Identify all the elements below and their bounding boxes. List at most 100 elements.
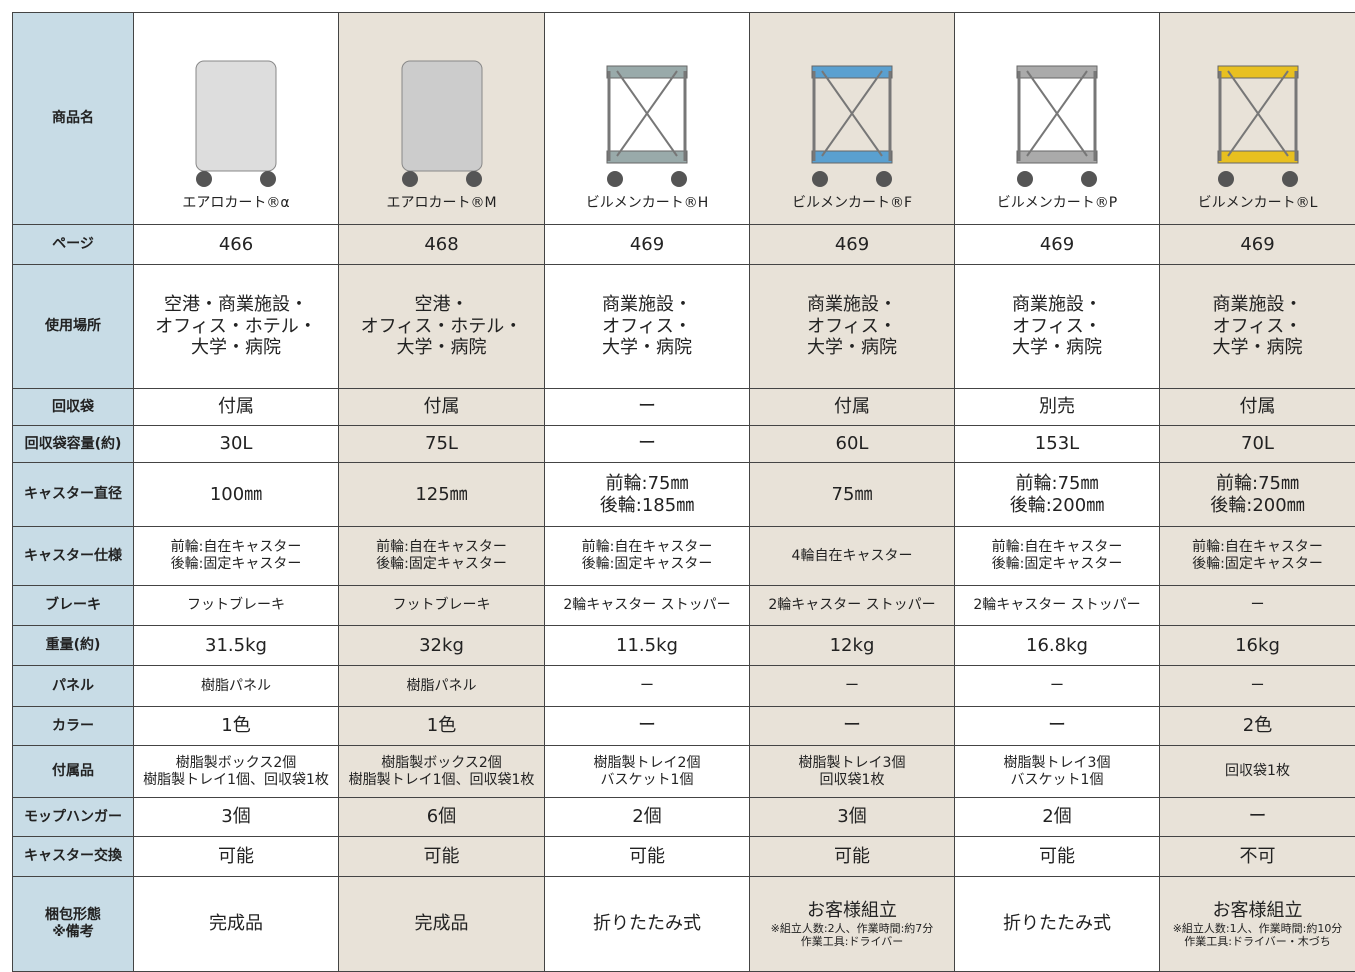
cell-text: 469 [835,234,869,255]
table-cell: 2輪キャスター ストッパー [955,586,1160,626]
cell-text: ー [638,715,656,736]
table-cell: 折りたたみ式 [545,877,750,972]
product-cell: エアロカート®M [339,13,545,225]
table-cell: 6個 [339,798,545,837]
cell-note: 作業工具:ドライバー・木づち [1160,935,1355,948]
table-cell: 2輪キャスター ストッパー [750,586,955,626]
table-cell: ー [1160,798,1355,837]
cell-main: お客様組立 [750,900,954,922]
product-image [1188,41,1328,191]
table-cell: フットブレーキ [339,586,545,626]
cell-text: ー [1048,715,1066,736]
cell-text: 完成品 [415,913,469,934]
table-row: 梱包形態※備考完成品完成品折りたたみ式お客様組立※組立人数:2人、作業時間:約7… [13,877,1355,972]
cell-text: 付属 [1240,396,1276,417]
cell-text: 75㎜ [832,484,873,505]
cell-line: 前輪:75㎜ [545,473,749,495]
product-image [372,41,512,191]
table-cell: 樹脂製トレイ2個バスケット1個 [545,746,750,798]
cell-text: パネル [52,678,94,694]
table-cell: 1色 [339,707,545,746]
table-cell: 466 [134,225,339,265]
cell-text: 16kg [1235,635,1280,656]
cell-line: 商業施設・ [1160,294,1355,316]
cell-text: 3個 [837,806,866,827]
row-label: 重量(約) [13,626,134,666]
cell-text: 別売 [1039,396,1075,417]
table-row: パネル樹脂パネル樹脂パネルーーーー [13,666,1355,707]
table-cell: 樹脂製ボックス2個樹脂製トレイ1個、回収袋1枚 [339,746,545,798]
table-cell: 樹脂製トレイ3個回収袋1枚 [750,746,955,798]
row-label: 梱包形態※備考 [13,877,134,972]
cell-line: 前輪:自在キャスター [1160,539,1355,556]
cell-text: 12kg [830,635,875,656]
cell-text: 153L [1035,433,1079,454]
cell-text: 16.8kg [1026,635,1088,656]
cell-text: 折りたたみ式 [1003,913,1111,934]
table-cell: 前輪:自在キャスター後輪:固定キャスター [134,527,339,586]
cell-line: 後輪:200㎜ [955,495,1159,517]
table-row: 使用場所空港・商業施設・オフィス・ホテル・大学・病院空港・オフィス・ホテル・大学… [13,265,1355,389]
product-cell: ビルメンカート®F [750,13,955,225]
product-name: ビルメンカート®L [1160,195,1355,212]
cell-text: 2輪キャスター ストッパー [973,597,1140,613]
product-image [166,41,306,191]
product-cell: ビルメンカート®P [955,13,1160,225]
cell-text: フットブレーキ [187,597,285,613]
row-label: 回収袋容量(約) [13,426,134,463]
cell-text: 付属 [834,396,870,417]
table-cell: 469 [545,225,750,265]
cell-line: 後輪:固定キャスター [955,556,1159,573]
table-cell: 4輪自在キャスター [750,527,955,586]
row-label: モップハンガー [13,798,134,837]
table-cell: 125㎜ [339,463,545,527]
table-cell: 469 [750,225,955,265]
cell-text: 100㎜ [210,484,262,505]
cell-text: 2色 [1243,715,1272,736]
row-label: 付属品 [13,746,134,798]
table-cell: 樹脂製ボックス2個樹脂製トレイ1個、回収袋1枚 [134,746,339,798]
table-cell: 3個 [750,798,955,837]
cell-line: 大学・病院 [339,337,544,359]
table-cell: 回収袋1枚 [1160,746,1355,798]
cell-line: 樹脂製トレイ2個 [545,755,749,772]
cell-line: 空港・商業施設・ [134,294,338,316]
cell-text: 4輪自在キャスター [792,548,913,564]
cell-line: 後輪:固定キャスター [1160,556,1355,573]
table-row: 付属品樹脂製ボックス2個樹脂製トレイ1個、回収袋1枚樹脂製ボックス2個樹脂製トレ… [13,746,1355,798]
table-cell: 樹脂パネル [134,666,339,707]
cell-line: 商業施設・ [955,294,1159,316]
row-label: ページ [13,225,134,265]
cell-line: 商業施設・ [545,294,749,316]
table-cell: 2輪キャスター ストッパー [545,586,750,626]
cell-text: 付属 [424,396,460,417]
table-row: キャスター仕様前輪:自在キャスター後輪:固定キャスター前輪:自在キャスター後輪:… [13,527,1355,586]
table-cell: 商業施設・オフィス・大学・病院 [545,265,750,389]
table-cell: 樹脂パネル [339,666,545,707]
cell-line: 後輪:固定キャスター [339,556,544,573]
cell-text: 折りたたみ式 [593,913,701,934]
cell-line: オフィス・ホテル・ [339,316,544,338]
table-cell: 可能 [339,837,545,877]
table-cell: 可能 [134,837,339,877]
table-cell: 付属 [1160,389,1355,426]
table-cell: ー [1160,586,1355,626]
cell-line: オフィス・ [955,316,1159,338]
table-cell: 153L [955,426,1160,463]
table-cell: 可能 [545,837,750,877]
cell-text: 可能 [834,846,870,867]
product-name: エアロカート®α [134,195,338,212]
cell-text: 125㎜ [415,484,467,505]
product-image [577,41,717,191]
product-cell: ビルメンカート®L [1160,13,1355,225]
table-cell: 1色 [134,707,339,746]
table-row: 回収袋付属付属ー付属別売付属 [13,389,1355,426]
